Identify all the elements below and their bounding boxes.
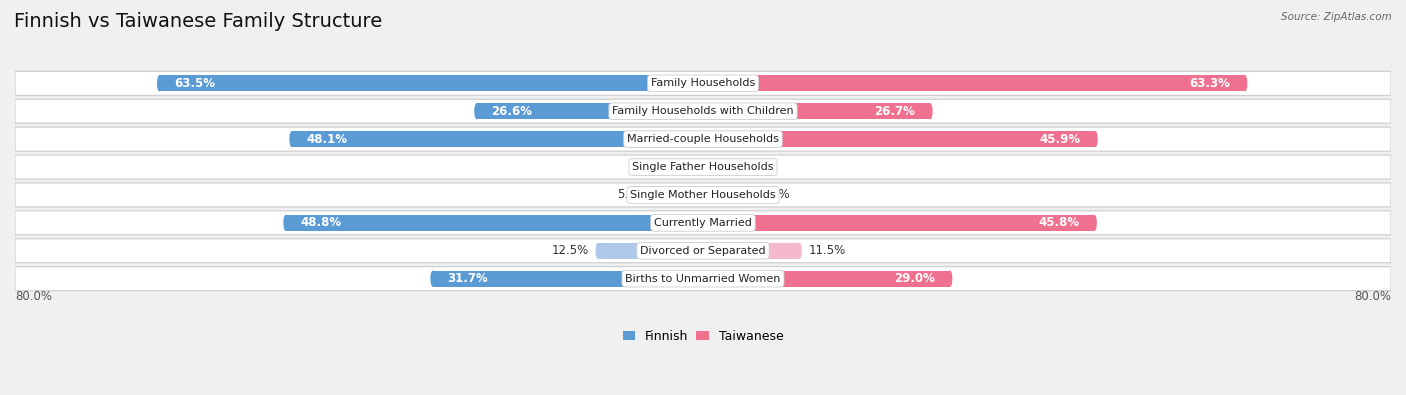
FancyBboxPatch shape xyxy=(477,103,703,119)
Text: 80.0%: 80.0% xyxy=(15,290,52,303)
FancyBboxPatch shape xyxy=(285,215,703,231)
Text: Single Father Households: Single Father Households xyxy=(633,162,773,172)
Text: Finnish vs Taiwanese Family Structure: Finnish vs Taiwanese Family Structure xyxy=(14,12,382,31)
FancyBboxPatch shape xyxy=(15,99,1391,123)
FancyBboxPatch shape xyxy=(598,243,703,259)
FancyBboxPatch shape xyxy=(703,243,800,259)
Text: Divorced or Separated: Divorced or Separated xyxy=(640,246,766,256)
Text: Single Mother Households: Single Mother Households xyxy=(630,190,776,200)
FancyBboxPatch shape xyxy=(703,103,931,119)
FancyBboxPatch shape xyxy=(15,127,1391,151)
Text: Married-couple Households: Married-couple Households xyxy=(627,134,779,144)
FancyBboxPatch shape xyxy=(159,75,703,91)
Text: 63.5%: 63.5% xyxy=(174,77,215,90)
FancyBboxPatch shape xyxy=(15,239,1391,263)
Ellipse shape xyxy=(748,187,752,203)
Ellipse shape xyxy=(1092,131,1098,147)
Ellipse shape xyxy=(682,159,688,175)
Text: 12.5%: 12.5% xyxy=(551,244,589,257)
Ellipse shape xyxy=(948,271,952,287)
FancyBboxPatch shape xyxy=(703,215,1094,231)
Legend: Finnish, Taiwanese: Finnish, Taiwanese xyxy=(620,327,786,346)
Text: 48.1%: 48.1% xyxy=(307,133,347,146)
Text: Currently Married: Currently Married xyxy=(654,218,752,228)
FancyBboxPatch shape xyxy=(15,267,1391,291)
Ellipse shape xyxy=(1243,75,1247,91)
FancyBboxPatch shape xyxy=(685,159,703,175)
Text: Family Households: Family Households xyxy=(651,78,755,88)
FancyBboxPatch shape xyxy=(703,187,751,203)
FancyBboxPatch shape xyxy=(15,155,1391,179)
Ellipse shape xyxy=(1092,215,1097,231)
Ellipse shape xyxy=(596,243,600,259)
Ellipse shape xyxy=(284,215,288,231)
Ellipse shape xyxy=(430,271,436,287)
Text: 2.4%: 2.4% xyxy=(645,160,675,173)
Text: 5.7%: 5.7% xyxy=(617,188,647,201)
Text: Births to Unmarried Women: Births to Unmarried Women xyxy=(626,274,780,284)
Text: 45.9%: 45.9% xyxy=(1039,133,1081,146)
Text: 5.8%: 5.8% xyxy=(759,188,789,201)
Text: 80.0%: 80.0% xyxy=(1354,290,1391,303)
Text: 26.6%: 26.6% xyxy=(492,105,533,118)
FancyBboxPatch shape xyxy=(433,271,703,287)
FancyBboxPatch shape xyxy=(15,211,1391,235)
Ellipse shape xyxy=(290,131,294,147)
FancyBboxPatch shape xyxy=(15,71,1391,95)
Text: Family Households with Children: Family Households with Children xyxy=(612,106,794,116)
FancyBboxPatch shape xyxy=(657,187,703,203)
Text: 45.8%: 45.8% xyxy=(1039,216,1080,229)
Text: 31.7%: 31.7% xyxy=(447,272,488,285)
Ellipse shape xyxy=(717,159,721,175)
FancyBboxPatch shape xyxy=(703,271,950,287)
Text: 2.2%: 2.2% xyxy=(728,160,759,173)
Text: 29.0%: 29.0% xyxy=(894,272,935,285)
Text: Source: ZipAtlas.com: Source: ZipAtlas.com xyxy=(1281,12,1392,22)
Ellipse shape xyxy=(157,75,162,91)
FancyBboxPatch shape xyxy=(292,131,703,147)
Ellipse shape xyxy=(797,243,801,259)
Ellipse shape xyxy=(654,187,659,203)
Ellipse shape xyxy=(928,103,932,119)
Ellipse shape xyxy=(474,103,479,119)
FancyBboxPatch shape xyxy=(703,75,1244,91)
FancyBboxPatch shape xyxy=(703,131,1095,147)
Text: 63.3%: 63.3% xyxy=(1189,77,1230,90)
FancyBboxPatch shape xyxy=(703,159,720,175)
Text: 48.8%: 48.8% xyxy=(301,216,342,229)
FancyBboxPatch shape xyxy=(15,183,1391,207)
Text: 11.5%: 11.5% xyxy=(808,244,846,257)
Text: 26.7%: 26.7% xyxy=(875,105,915,118)
